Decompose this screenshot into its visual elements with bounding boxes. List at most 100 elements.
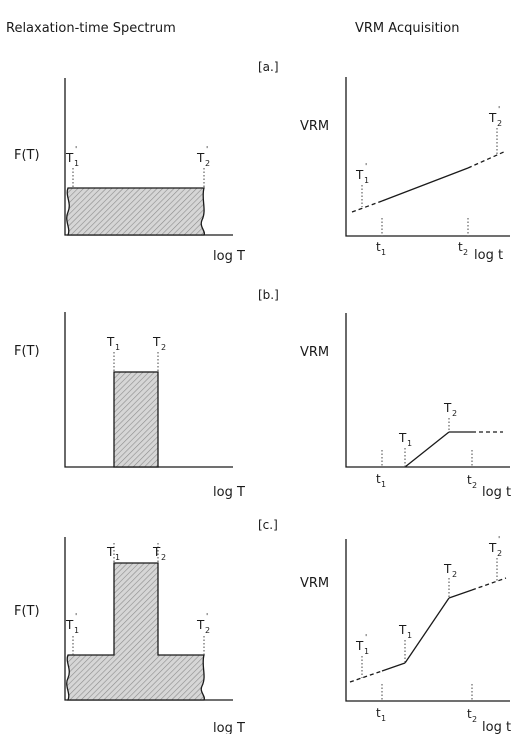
svg-text:1: 1 [407,439,412,448]
panel-a: [a.] F(T) log T T 1 ' T 2 ' VRM [14,60,510,264]
panel-b-vrm-axes [345,313,510,468]
svg-text:2: 2 [452,570,457,579]
panel-c-vrm-dashed-end [471,577,507,591]
svg-text:2: 2 [205,626,210,635]
svg-text:1: 1 [115,343,120,352]
svg-text:1: 1 [381,714,386,723]
panel-c: [c.] F(T) log T T 1 ' T 2 ' T 1 [14,518,511,734]
panel-a-VRM-label: VRM [300,119,329,134]
panel-c-vrm-T1-label: T 1 [398,623,412,640]
svg-text:1: 1 [74,159,79,168]
panel-c-vrm-slope-3 [448,589,473,599]
panel-a-spectrum-band [66,187,206,236]
panel-c-vrm-T2prime-label: T 2 ' [488,535,502,558]
svg-text:': ' [75,145,77,154]
panel-b-T2-label: T 2 [152,335,166,352]
svg-text:1: 1 [407,631,412,640]
svg-text:T: T [152,335,161,349]
panel-a-logt-label: log t [474,248,503,263]
svg-text:T: T [65,151,74,165]
svg-text:T: T [443,401,452,415]
svg-text:': ' [206,145,208,154]
svg-text:T: T [488,541,497,555]
svg-text:t: t [458,240,463,254]
svg-text:2: 2 [452,409,457,418]
svg-text:T: T [398,623,407,637]
panel-a-spectrum: F(T) log T T 1 ' T 2 ' [14,78,245,264]
svg-text:2: 2 [205,159,210,168]
panel-c-t1-label: t 1 [376,706,386,723]
panel-c-T1prime-label: T 1 ' [65,612,79,635]
panel-a-vrm-axes [345,77,510,237]
panel-c-tag: [c.] [258,518,278,532]
svg-text:t: t [467,707,472,721]
header-vrm-acquisition: VRM Acquisition [355,21,459,36]
panel-c-vrm-slope-2 [404,597,450,664]
svg-text:T: T [196,618,205,632]
svg-text:': ' [498,535,500,544]
panel-a-T1prime-label: T 1 ' [65,145,79,168]
panel-c-T2-label: T 2 [152,545,166,562]
panel-a-vrm-T2prime-label: T 2 ' [488,105,502,128]
svg-text:t: t [376,706,381,720]
svg-text:1: 1 [381,248,386,257]
svg-text:': ' [75,612,77,621]
panel-b-logT-label: log T [213,485,245,500]
panel-b-VRM-label: VRM [300,345,329,360]
panel-c-F-label: F(T) [14,604,40,619]
panel-c-vrm-slope-1 [381,662,406,672]
panel-a-vrm: VRM T 1 ' T 2 ' t 1 t [300,77,510,263]
panel-b-spectrum-band [113,371,159,468]
panel-c-logT-label: log T [213,721,245,734]
panel-a-t2-label: t 2 [458,240,468,257]
panel-b-F-label: F(T) [14,344,40,359]
panel-c-T1-label: T 1 [106,545,120,562]
svg-text:': ' [498,105,500,114]
panel-b-logt-label: log t [482,485,511,500]
svg-text:T: T [196,151,205,165]
panel-c-vrm-T1prime-label: T 1 ' [355,633,369,656]
svg-text:t: t [376,240,381,254]
panel-a-vrm-dashed-start [351,200,383,213]
panel-c-spectrum-band [66,562,206,701]
svg-text:T: T [106,335,115,349]
svg-text:2: 2 [161,553,166,562]
svg-text:': ' [206,612,208,621]
panel-b-vrm-T1-label: T 1 [398,431,412,448]
panel-b-T1-label: T 1 [106,335,120,352]
panel-a-vrm-dashed-end [467,150,507,169]
svg-text:T: T [398,431,407,445]
panel-a-tag: [a.] [258,60,279,74]
svg-text:T: T [152,545,161,559]
panel-b-vrm: VRM T 1 T 2 t 1 t 2 log t [300,313,511,500]
svg-text:t: t [376,472,381,486]
svg-text:T: T [106,545,115,559]
panel-c-spectrum: F(T) log T T 1 ' T 2 ' T 1 T 2 [14,537,245,734]
panel-b-t2-label: t 2 [467,473,477,490]
panel-b-tag: [b.] [258,288,279,302]
svg-text:1: 1 [364,647,369,656]
panel-c-logt-label: log t [482,720,511,734]
svg-text:1: 1 [115,553,120,562]
panel-c-VRM-label: VRM [300,576,329,591]
panel-b: [b.] F(T) log T T 1 T 2 VRM [14,288,511,500]
panel-c-T2prime-label: T 2 ' [196,612,210,635]
panel-a-t1-label: t 1 [376,240,386,257]
panel-b-vrm-rise [404,431,450,468]
header-relaxation-spectrum: Relaxation-time Spectrum [6,21,176,36]
panel-c-t2-label: t 2 [467,707,477,724]
svg-text:2: 2 [497,549,502,558]
svg-text:T: T [65,618,74,632]
svg-text:2: 2 [161,343,166,352]
panel-c-vrm-dashed-start [349,670,383,683]
svg-text:1: 1 [381,480,386,489]
panel-a-vrm-T1prime-label: T 1 ' [355,162,369,185]
svg-text:T: T [443,562,452,576]
panel-c-vrm-axes [345,539,510,702]
svg-text:T: T [355,639,364,653]
panel-a-vrm-line [381,167,469,202]
panel-a-F-label: F(T) [14,148,40,163]
svg-text:t: t [467,473,472,487]
svg-text:2: 2 [472,481,477,490]
